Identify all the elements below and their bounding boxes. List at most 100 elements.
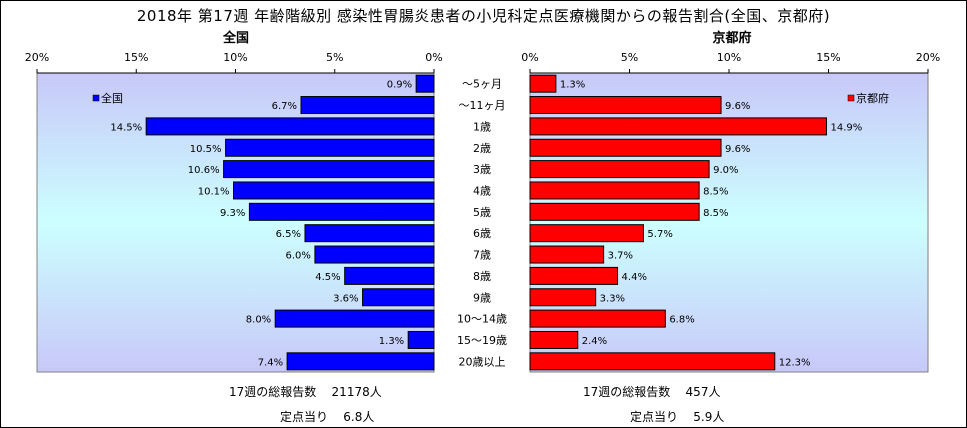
data-label: 5.7%	[647, 229, 672, 240]
left-total-label: 17週の総報告数	[229, 385, 317, 399]
data-label: 6.5%	[276, 229, 301, 240]
data-label: 9.6%	[725, 101, 750, 112]
bar	[529, 288, 597, 307]
legend-label: 全国	[101, 91, 123, 105]
category-label: 9歳	[473, 291, 491, 304]
category-label: 3歳	[473, 163, 491, 176]
data-label: 10.1%	[198, 186, 230, 197]
right-total-value: 457人	[685, 385, 721, 399]
data-label: 4.5%	[315, 272, 340, 283]
bar	[248, 202, 435, 221]
category-label: 15～19歳	[457, 334, 507, 347]
right-per-label: 定点当り	[630, 410, 679, 424]
category-label: 8歳	[473, 270, 491, 283]
data-label: 3.3%	[600, 293, 625, 304]
data-label: 1.3%	[379, 336, 404, 347]
right-panel: 0% 5% 10% 15% 20% 1.3% 9.6% 14.9% 9.6% 9.0% 8.5% 8.…	[521, 51, 940, 373]
bar	[415, 74, 435, 93]
bar	[529, 266, 619, 285]
bar	[225, 138, 435, 157]
data-label: 4.4%	[622, 272, 647, 283]
axis-tick-label: 15%	[124, 51, 148, 64]
data-label: 2.4%	[582, 336, 607, 347]
axis-tick-label: 10%	[717, 51, 741, 64]
bar	[529, 352, 776, 371]
left-total-value: 21178人	[331, 385, 382, 399]
data-label: 9.3%	[220, 208, 245, 219]
right-panel-title: 京都府	[712, 31, 752, 46]
data-label: 6.0%	[285, 251, 310, 262]
bar	[529, 224, 644, 243]
data-label: 7.4%	[258, 357, 283, 368]
data-label: 9.6%	[725, 144, 750, 155]
data-label: 3.6%	[333, 293, 358, 304]
bar	[286, 352, 435, 371]
axis-tick-label: 5%	[621, 51, 638, 64]
data-label: 1.3%	[560, 80, 585, 91]
bar	[145, 117, 435, 136]
axis-tick-label: 10%	[223, 51, 247, 64]
bar	[529, 96, 722, 115]
category-label: ～11ヶ月	[459, 99, 506, 112]
data-label: 12.3%	[779, 357, 811, 368]
right-total-summary: 17週の総報告数 457人	[583, 383, 720, 400]
bar	[274, 309, 435, 328]
axis-tick-label: 20%	[25, 51, 49, 64]
data-label: 6.7%	[272, 101, 297, 112]
bar	[529, 181, 700, 200]
axis-tick-label: 0%	[521, 51, 538, 64]
bar	[344, 266, 435, 285]
left-per-site-summary: 定点当り 6.8人	[280, 408, 374, 425]
data-label: 8.5%	[703, 208, 728, 219]
legend-swatch	[92, 94, 100, 102]
right-per-site-summary: 定点当り 5.9人	[630, 408, 724, 425]
data-label: 6.8%	[669, 315, 694, 326]
bar	[529, 117, 828, 136]
legend-label: 京都府	[856, 91, 889, 105]
bar	[529, 74, 557, 93]
chart-title: 2018年 第17週 年齢階級別 感染性胃腸炎患者の小児科定点医療機関からの報告…	[136, 7, 831, 25]
category-label: 4歳	[473, 184, 491, 197]
bar	[529, 160, 710, 179]
category-label: 20歳以上	[459, 355, 506, 368]
bar	[300, 96, 435, 115]
left-panel: 20% 15% 10% 5% 0% 0.9% 6.7% 14.5% 10.5% 10.6% 10.1…	[25, 51, 443, 373]
bar	[529, 330, 579, 349]
data-label: 0.9%	[387, 80, 412, 91]
category-label: 10～14歳	[457, 313, 507, 326]
category-label: 1歳	[473, 120, 491, 133]
left-per-value: 6.8人	[343, 410, 375, 424]
legend-swatch	[847, 94, 855, 102]
data-label: 14.9%	[831, 122, 863, 133]
data-label: 3.7%	[608, 251, 633, 262]
bar	[304, 224, 435, 243]
right-total-label: 17週の総報告数	[583, 385, 671, 399]
bar	[529, 245, 605, 264]
data-label: 14.5%	[110, 122, 142, 133]
axis-tick-label: 0%	[425, 51, 442, 64]
bar	[529, 138, 722, 157]
category-label: 6歳	[473, 227, 491, 240]
bar	[529, 309, 666, 328]
axis-tick-label: 20%	[916, 51, 940, 64]
bar	[407, 330, 435, 349]
bar	[314, 245, 435, 264]
left-panel-title: 全国	[222, 31, 249, 46]
data-label: 8.5%	[703, 186, 728, 197]
data-label: 10.5%	[190, 144, 222, 155]
axis-tick-label: 15%	[816, 51, 840, 64]
axis-tick-label: 5%	[326, 51, 343, 64]
data-label: 10.6%	[188, 165, 220, 176]
left-per-label: 定点当り	[280, 410, 329, 424]
data-label: 8.0%	[246, 315, 271, 326]
category-label: 5歳	[473, 206, 491, 219]
data-label: 9.0%	[713, 165, 738, 176]
bar	[362, 288, 435, 307]
category-label: 7歳	[473, 249, 491, 262]
left-total-summary: 17週の総報告数 21178人	[229, 383, 382, 400]
category-label: 2歳	[473, 142, 491, 155]
bar	[223, 160, 435, 179]
category-label: ～5ヶ月	[462, 78, 502, 91]
bar	[529, 202, 700, 221]
